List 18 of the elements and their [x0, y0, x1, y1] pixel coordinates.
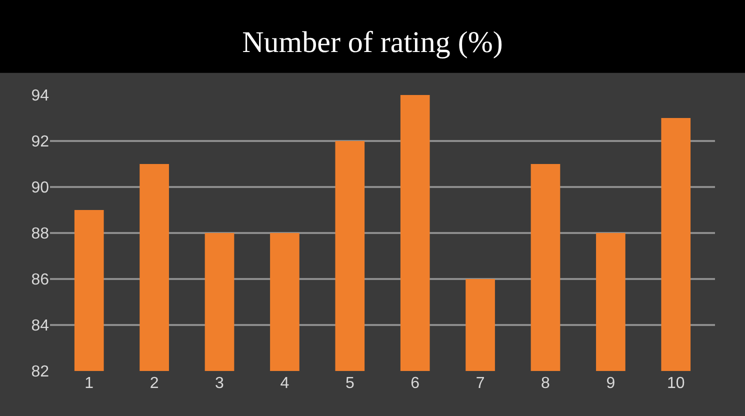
y-tick-label: 82 — [31, 364, 50, 381]
x-tick-label: 7 — [476, 375, 485, 392]
x-tick-label: 6 — [410, 375, 420, 392]
x-tick-label: 8 — [541, 375, 550, 392]
x-tick-label: 4 — [280, 375, 290, 392]
y-tick-label: 92 — [31, 134, 50, 151]
x-tick-label: 10 — [666, 375, 685, 392]
x-tick-label: 3 — [215, 375, 224, 392]
chart-title: Number of rating (%) — [242, 26, 503, 60]
y-tick-label: 84 — [31, 318, 50, 335]
y-tick-label: 90 — [31, 180, 50, 197]
y-tick-label: 88 — [31, 226, 50, 243]
y-tick-label: 86 — [31, 272, 50, 289]
x-tick-label: 5 — [345, 375, 354, 392]
x-tick-label: 9 — [606, 375, 616, 392]
x-tick-label: 1 — [84, 375, 94, 392]
x-tick-label: 2 — [150, 375, 159, 392]
y-tick-label: 94 — [31, 88, 50, 105]
